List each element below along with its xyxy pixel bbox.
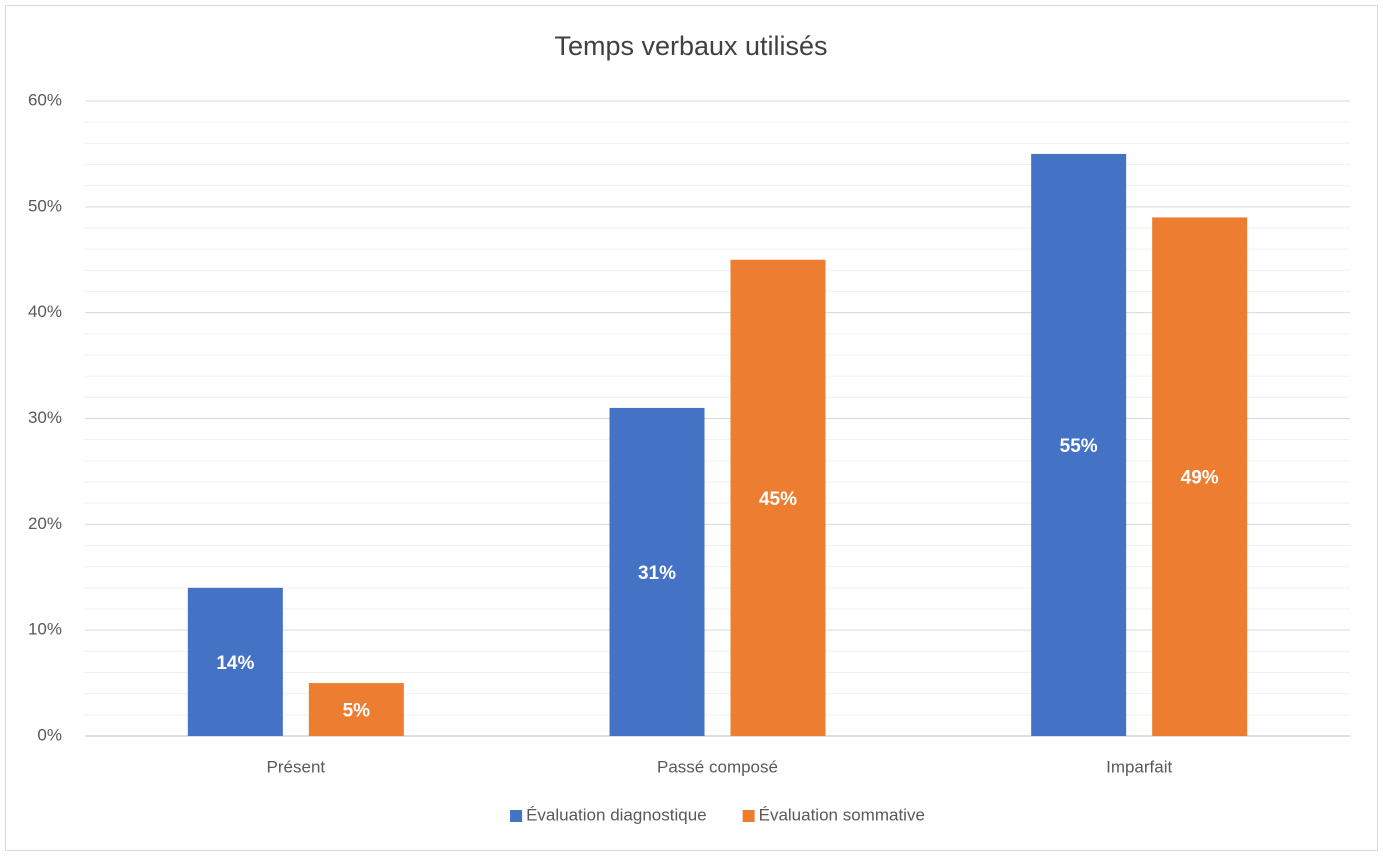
legend-label: Évaluation sommative <box>759 805 925 824</box>
bar <box>1031 153 1127 736</box>
bar <box>1152 217 1248 736</box>
bar <box>308 683 404 736</box>
y-tick-label: 30% <box>28 408 62 427</box>
bar <box>187 587 283 736</box>
value-label: 14% <box>216 653 254 674</box>
y-tick-label: 40% <box>28 302 62 321</box>
legend-swatch <box>742 810 755 822</box>
value-label: 5% <box>343 701 371 722</box>
x-tick-label: Passé composé <box>657 757 778 776</box>
chart-title: Temps verbaux utilisés <box>554 31 827 61</box>
legend-label: Évaluation diagnostique <box>526 805 707 824</box>
value-label: 55% <box>1060 436 1098 457</box>
x-tick-label: Imparfait <box>1106 757 1172 776</box>
bar <box>730 259 826 736</box>
y-tick-label: 0% <box>37 725 62 744</box>
value-label: 45% <box>759 489 797 510</box>
value-label: 49% <box>1181 468 1219 489</box>
y-tick-label: 50% <box>28 196 62 215</box>
y-tick-label: 10% <box>28 620 62 639</box>
legend-swatch <box>510 810 523 822</box>
bar <box>609 407 705 736</box>
x-tick-label: Présent <box>267 757 326 776</box>
y-tick-label: 20% <box>28 514 62 533</box>
value-label: 31% <box>638 563 676 584</box>
y-tick-label: 60% <box>28 90 62 109</box>
